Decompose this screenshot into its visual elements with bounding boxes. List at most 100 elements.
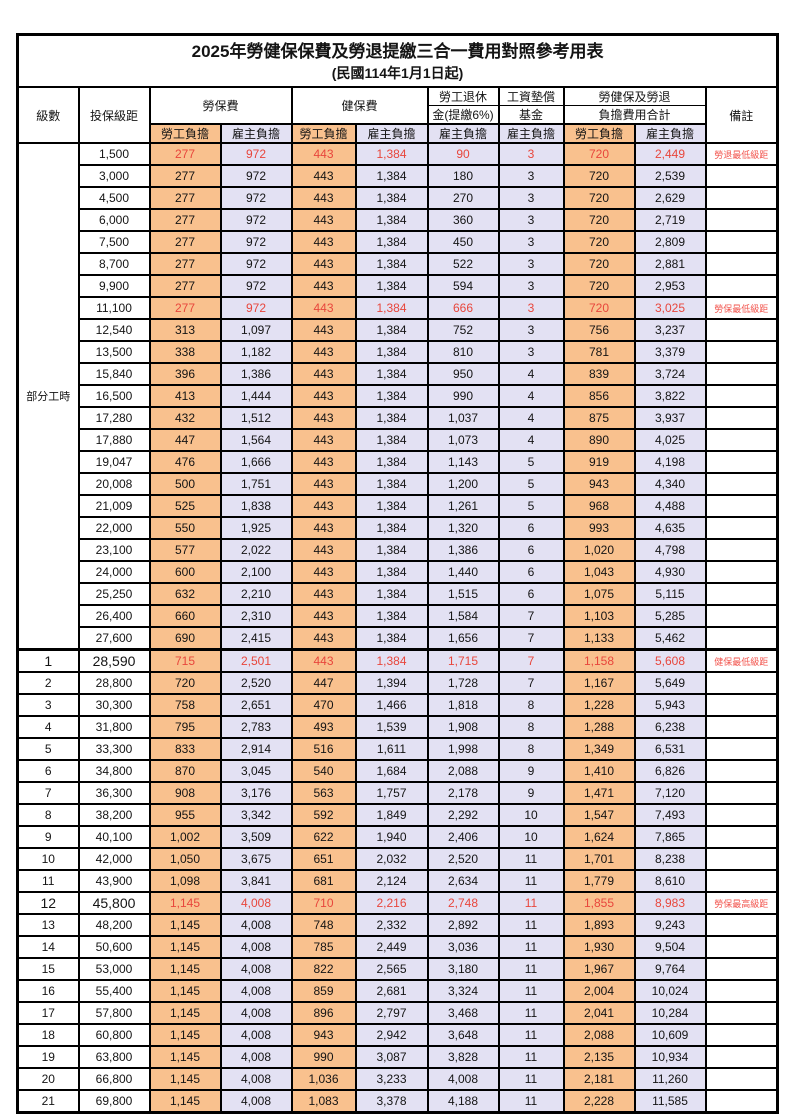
cell-bracket: 17,880 bbox=[77, 428, 151, 452]
col-header-level: 級數 bbox=[16, 86, 80, 144]
cell-level: 18 bbox=[16, 1023, 80, 1047]
cell-labor-employer: 2,100 bbox=[219, 560, 293, 584]
cell-labor-employer: 2,914 bbox=[219, 737, 293, 761]
cell-wage-fund-employer: 7 bbox=[497, 604, 565, 628]
cell-labor-employer: 972 bbox=[219, 186, 293, 210]
cell-health-employee: 443 bbox=[290, 318, 357, 342]
cell-labor-employer: 2,415 bbox=[219, 626, 293, 651]
cell-health-employee: 1,083 bbox=[290, 1089, 357, 1114]
cell-level: 13 bbox=[16, 913, 80, 937]
cell-note bbox=[704, 671, 779, 695]
cell-health-employee: 990 bbox=[290, 1045, 357, 1069]
cell-total-employee: 2,228 bbox=[562, 1089, 636, 1114]
cell-labor-employer: 2,310 bbox=[219, 604, 293, 628]
cell-health-employee: 443 bbox=[290, 582, 357, 606]
table-row: 4,500 277 972 443 1,384 270 3 720 2,629 bbox=[18, 186, 779, 210]
cell-pension-employer: 594 bbox=[426, 274, 500, 298]
cell-total-employee: 968 bbox=[562, 494, 636, 518]
cell-total-employee: 1,855 bbox=[562, 891, 636, 915]
cell-bracket: 9,900 bbox=[77, 274, 151, 298]
cell-health-employee: 540 bbox=[290, 759, 357, 783]
cell-total-employee: 1,967 bbox=[562, 957, 636, 981]
table-row: 9 40,100 1,002 3,509 622 1,940 2,406 10 1,624 7,8… bbox=[16, 825, 779, 849]
cell-level: 21 bbox=[16, 1089, 80, 1114]
cell-total-employer: 4,025 bbox=[633, 428, 707, 452]
cell-note bbox=[704, 516, 779, 540]
cell-level: 16 bbox=[16, 979, 80, 1003]
cell-labor-employer: 1,925 bbox=[219, 516, 293, 540]
cell-labor-employee: 476 bbox=[148, 450, 222, 474]
cell-labor-employee: 1,002 bbox=[148, 825, 222, 849]
cell-labor-employer: 4,008 bbox=[219, 979, 293, 1003]
cell-total-employer: 8,238 bbox=[633, 847, 707, 871]
cell-labor-employee: 313 bbox=[148, 318, 222, 342]
cell-labor-employer: 1,751 bbox=[219, 472, 293, 496]
cell-labor-employer: 2,651 bbox=[219, 693, 293, 717]
cell-health-employer: 2,124 bbox=[354, 869, 429, 893]
cell-total-employer: 7,120 bbox=[633, 781, 707, 805]
cell-bracket: 1,500 bbox=[77, 142, 151, 166]
cell-health-employer: 1,539 bbox=[354, 715, 429, 739]
cell-labor-employee: 277 bbox=[148, 186, 222, 210]
cell-total-employee: 720 bbox=[562, 252, 636, 276]
cell-note bbox=[704, 472, 779, 496]
cell-health-employee: 443 bbox=[290, 230, 357, 254]
cell-labor-employer: 4,008 bbox=[219, 1023, 293, 1047]
cell-note: 勞保最低級距 bbox=[704, 296, 779, 320]
cell-labor-employer: 972 bbox=[219, 164, 293, 188]
cell-bracket: 42,000 bbox=[77, 847, 151, 871]
cell-bracket: 13,500 bbox=[77, 340, 151, 364]
cell-note bbox=[704, 715, 779, 739]
cell-health-employee: 443 bbox=[290, 406, 357, 430]
table-row: 6 34,800 870 3,045 540 1,684 2,088 9 1,410 6,826 bbox=[16, 759, 779, 783]
cell-labor-employer: 2,210 bbox=[219, 582, 293, 606]
cell-health-employer: 1,940 bbox=[354, 825, 429, 849]
cell-labor-employee: 500 bbox=[148, 472, 222, 496]
cell-level-part-time: 部分工時 bbox=[16, 142, 80, 651]
cell-health-employee: 443 bbox=[290, 516, 357, 540]
cell-labor-employer: 4,008 bbox=[219, 1089, 293, 1114]
cell-labor-employer: 4,008 bbox=[219, 1067, 293, 1091]
cell-pension-employer: 1,386 bbox=[426, 538, 500, 562]
table-row: 17,280 432 1,512 443 1,384 1,037 4 875 3,937 bbox=[18, 406, 779, 430]
title-row: 2025年勞健保保費及勞退提繳三合一費用對照參考用表 (民國114年1月1日起) bbox=[16, 33, 779, 88]
cell-level: 11 bbox=[16, 869, 80, 893]
cell-total-employer: 3,025 bbox=[633, 296, 707, 320]
cell-labor-employer: 4,008 bbox=[219, 1045, 293, 1069]
cell-health-employer: 2,332 bbox=[354, 913, 429, 937]
cell-bracket: 63,800 bbox=[77, 1045, 151, 1069]
cell-health-employee: 563 bbox=[290, 781, 357, 805]
cell-level: 19 bbox=[16, 1045, 80, 1069]
table-row: 10 42,000 1,050 3,675 651 2,032 2,520 11 1,701 8,… bbox=[16, 847, 779, 871]
cell-note bbox=[704, 803, 779, 827]
cell-health-employer: 1,384 bbox=[354, 252, 429, 276]
cell-total-employee: 1,133 bbox=[562, 626, 636, 651]
cell-pension-employer: 1,037 bbox=[426, 406, 500, 430]
cell-health-employer: 2,216 bbox=[354, 891, 429, 915]
cell-bracket: 22,000 bbox=[77, 516, 151, 540]
cell-labor-employer: 4,008 bbox=[219, 935, 293, 959]
cell-note: 健保最低級距 bbox=[704, 648, 779, 673]
cell-note bbox=[704, 406, 779, 430]
cell-labor-employee: 550 bbox=[148, 516, 222, 540]
cell-level: 10 bbox=[16, 847, 80, 871]
cell-health-employer: 1,384 bbox=[354, 384, 429, 408]
table-row: 17,880 447 1,564 443 1,384 1,073 4 890 4,025 bbox=[18, 428, 779, 452]
cell-bracket: 3,000 bbox=[77, 164, 151, 188]
cell-note bbox=[704, 1089, 779, 1114]
cell-total-employee: 1,624 bbox=[562, 825, 636, 849]
cell-labor-employer: 2,022 bbox=[219, 538, 293, 562]
cell-health-employee: 443 bbox=[290, 450, 357, 474]
cell-labor-employer: 4,008 bbox=[219, 891, 293, 915]
cell-wage-fund-employer: 8 bbox=[497, 737, 565, 761]
cell-total-employer: 9,243 bbox=[633, 913, 707, 937]
cell-health-employer: 1,384 bbox=[354, 230, 429, 254]
table-row: 16 55,400 1,145 4,008 859 2,681 3,324 11 2,004 10… bbox=[16, 979, 779, 1003]
table-row: 3,000 277 972 443 1,384 180 3 720 2,539 bbox=[18, 164, 779, 188]
table-row: 8,700 277 972 443 1,384 522 3 720 2,881 bbox=[18, 252, 779, 276]
cell-note bbox=[704, 384, 779, 408]
cell-health-employer: 1,384 bbox=[354, 318, 429, 342]
cell-total-employer: 2,881 bbox=[633, 252, 707, 276]
cell-health-employer: 1,466 bbox=[354, 693, 429, 717]
cell-pension-employer: 1,073 bbox=[426, 428, 500, 452]
